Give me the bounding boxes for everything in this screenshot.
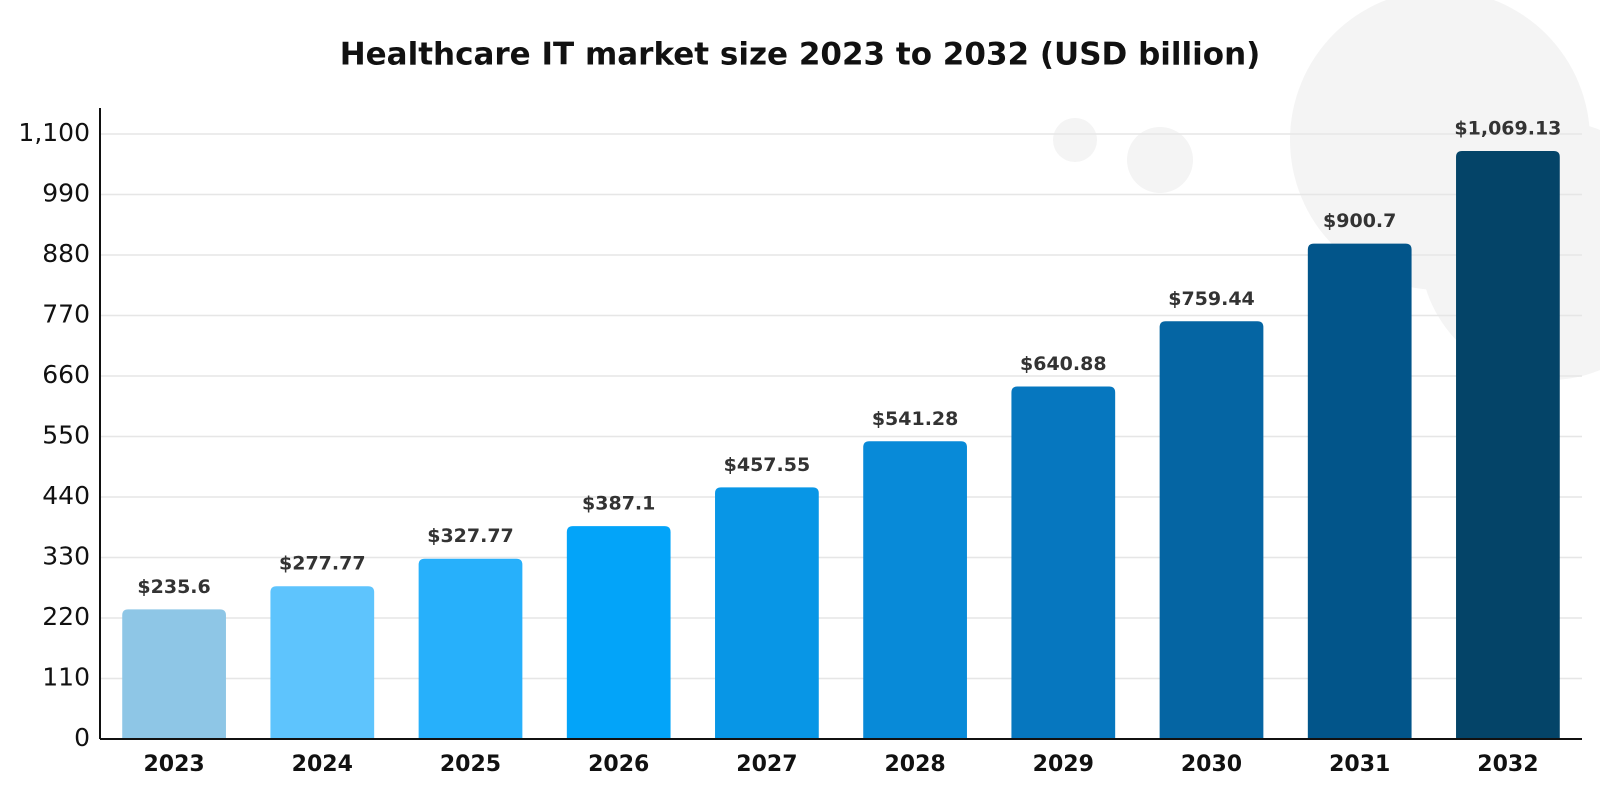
bar <box>1159 321 1264 739</box>
x-tick-label: 2028 <box>884 752 945 777</box>
value-label: $541.28 <box>872 408 959 430</box>
y-tick-label: 110 <box>42 663 90 692</box>
value-label: $457.55 <box>724 454 811 476</box>
value-label: $1,069.13 <box>1454 117 1561 139</box>
bar <box>418 558 523 739</box>
value-label: $327.77 <box>427 525 514 547</box>
x-tick-label: 2029 <box>1033 752 1094 777</box>
y-tick-label: 770 <box>42 300 90 329</box>
x-tick-label: 2031 <box>1329 752 1390 777</box>
bar <box>1011 386 1116 739</box>
bar <box>863 441 967 739</box>
value-label: $900.7 <box>1323 210 1396 232</box>
y-tick-label: 550 <box>42 421 90 450</box>
chart-title: Healthcare IT market size 2023 to 2032 (… <box>340 37 1261 73</box>
value-label: $640.88 <box>1020 353 1107 375</box>
value-label: $759.44 <box>1168 288 1255 310</box>
bar <box>566 526 671 739</box>
x-tick-label: 2024 <box>292 752 353 777</box>
bar <box>1307 243 1412 740</box>
y-tick-label: 990 <box>42 179 90 208</box>
bar <box>122 609 226 739</box>
x-tick-label: 2026 <box>588 752 649 777</box>
value-label: $387.1 <box>582 493 655 515</box>
y-tick-label: 880 <box>42 239 90 268</box>
x-tick-label: 2030 <box>1181 752 1242 777</box>
y-tick-label: 220 <box>42 602 90 631</box>
y-tick-label: 660 <box>42 360 90 389</box>
x-tick-label: 2032 <box>1477 752 1538 777</box>
bar <box>1456 150 1560 739</box>
value-label: $277.77 <box>279 553 366 575</box>
x-tick-label: 2025 <box>440 752 501 777</box>
bar <box>270 586 375 739</box>
y-tick-label: 0 <box>74 723 90 752</box>
x-tick-label: 2023 <box>143 752 204 777</box>
bar <box>715 487 819 739</box>
y-tick-label: 440 <box>42 481 90 510</box>
value-label: $235.6 <box>137 576 210 598</box>
y-tick-label: 330 <box>42 542 90 571</box>
x-tick-label: 2027 <box>736 752 797 777</box>
y-tick-label: 1,100 <box>18 118 90 147</box>
